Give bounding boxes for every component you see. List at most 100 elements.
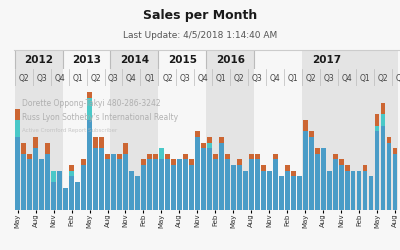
Bar <box>261 165 266 170</box>
Bar <box>147 154 152 160</box>
Bar <box>375 126 380 131</box>
Bar <box>219 137 224 142</box>
Text: Q4: Q4 <box>54 74 65 84</box>
Bar <box>189 165 194 210</box>
Bar <box>51 170 56 182</box>
Bar <box>21 154 26 210</box>
Bar <box>315 148 320 154</box>
Text: Q2: Q2 <box>378 74 388 84</box>
Bar <box>315 154 320 210</box>
Text: Q4: Q4 <box>126 74 137 84</box>
Bar <box>375 131 380 210</box>
Bar <box>303 120 308 131</box>
Bar <box>206 50 254 69</box>
Bar <box>93 137 98 148</box>
Bar <box>254 50 302 69</box>
Bar <box>333 160 338 210</box>
Bar <box>393 154 398 210</box>
Text: Dorette Oppong-Takyi 480-286-3242: Dorette Oppong-Takyi 480-286-3242 <box>22 99 160 108</box>
Bar <box>225 154 230 160</box>
Bar <box>381 103 386 115</box>
Bar <box>141 160 146 165</box>
Bar <box>345 165 350 170</box>
Bar <box>381 126 386 210</box>
Bar <box>303 131 308 210</box>
Bar <box>183 154 188 160</box>
Text: Last Update: 4/5/2018 1:14:40 AM: Last Update: 4/5/2018 1:14:40 AM <box>123 32 277 40</box>
Bar <box>153 154 158 160</box>
Bar <box>267 170 272 210</box>
Bar <box>255 154 260 160</box>
Bar <box>381 114 386 126</box>
Bar <box>39 160 44 210</box>
Text: Q3: Q3 <box>180 74 191 84</box>
Bar <box>321 148 326 210</box>
Bar <box>21 142 26 154</box>
Text: Q3: Q3 <box>396 74 400 84</box>
Bar <box>363 170 368 210</box>
Bar <box>153 160 158 210</box>
Text: Active Cromford Report Subscriber: Active Cromford Report Subscriber <box>22 128 117 133</box>
Text: Q2: Q2 <box>18 74 29 84</box>
Text: Q3: Q3 <box>36 74 47 84</box>
Bar <box>273 154 278 160</box>
Bar <box>62 69 110 86</box>
Bar <box>261 170 266 210</box>
Bar <box>273 160 278 210</box>
Bar <box>110 50 158 69</box>
Bar <box>189 160 194 165</box>
Bar <box>63 188 68 210</box>
Bar <box>165 154 170 160</box>
Bar <box>99 137 104 148</box>
Text: 2012: 2012 <box>24 55 53 65</box>
Bar <box>110 69 158 86</box>
Text: Q3: Q3 <box>324 74 335 84</box>
Text: Q1: Q1 <box>72 74 83 84</box>
Bar <box>123 142 128 154</box>
Bar <box>375 114 380 126</box>
Text: Sales per Month: Sales per Month <box>143 8 257 22</box>
Bar <box>237 160 242 165</box>
Text: Q4: Q4 <box>342 74 353 84</box>
Bar <box>141 165 146 210</box>
Bar <box>129 170 134 210</box>
Bar <box>393 148 398 154</box>
Bar <box>165 160 170 210</box>
Bar <box>285 170 290 210</box>
Bar <box>297 176 302 210</box>
Bar <box>309 137 314 210</box>
Bar <box>177 160 182 210</box>
Text: Q1: Q1 <box>216 74 227 84</box>
Bar <box>291 170 296 176</box>
Bar <box>69 176 74 210</box>
Bar <box>302 86 398 210</box>
Bar <box>171 165 176 210</box>
Bar <box>27 160 32 210</box>
Bar <box>369 176 374 210</box>
Text: 2014: 2014 <box>120 55 149 65</box>
Bar <box>363 165 368 170</box>
Text: Q1: Q1 <box>144 74 155 84</box>
Text: Q3: Q3 <box>252 74 263 84</box>
Bar <box>183 160 188 210</box>
Bar <box>249 154 254 160</box>
Bar <box>69 170 74 176</box>
Bar <box>237 165 242 210</box>
Bar <box>123 154 128 210</box>
Bar <box>15 120 20 137</box>
Text: Q1: Q1 <box>288 74 299 84</box>
Bar <box>225 160 230 210</box>
Bar <box>14 50 62 69</box>
Text: Q4: Q4 <box>270 74 281 84</box>
Text: Q2: Q2 <box>162 74 173 84</box>
Bar <box>15 137 20 210</box>
Bar <box>345 170 350 210</box>
Bar <box>333 154 338 160</box>
Bar <box>27 154 32 160</box>
Bar <box>207 142 212 148</box>
Bar <box>62 50 110 69</box>
Bar <box>279 176 284 210</box>
Bar <box>81 165 86 210</box>
Text: 2016: 2016 <box>216 55 245 65</box>
Bar <box>15 109 20 120</box>
